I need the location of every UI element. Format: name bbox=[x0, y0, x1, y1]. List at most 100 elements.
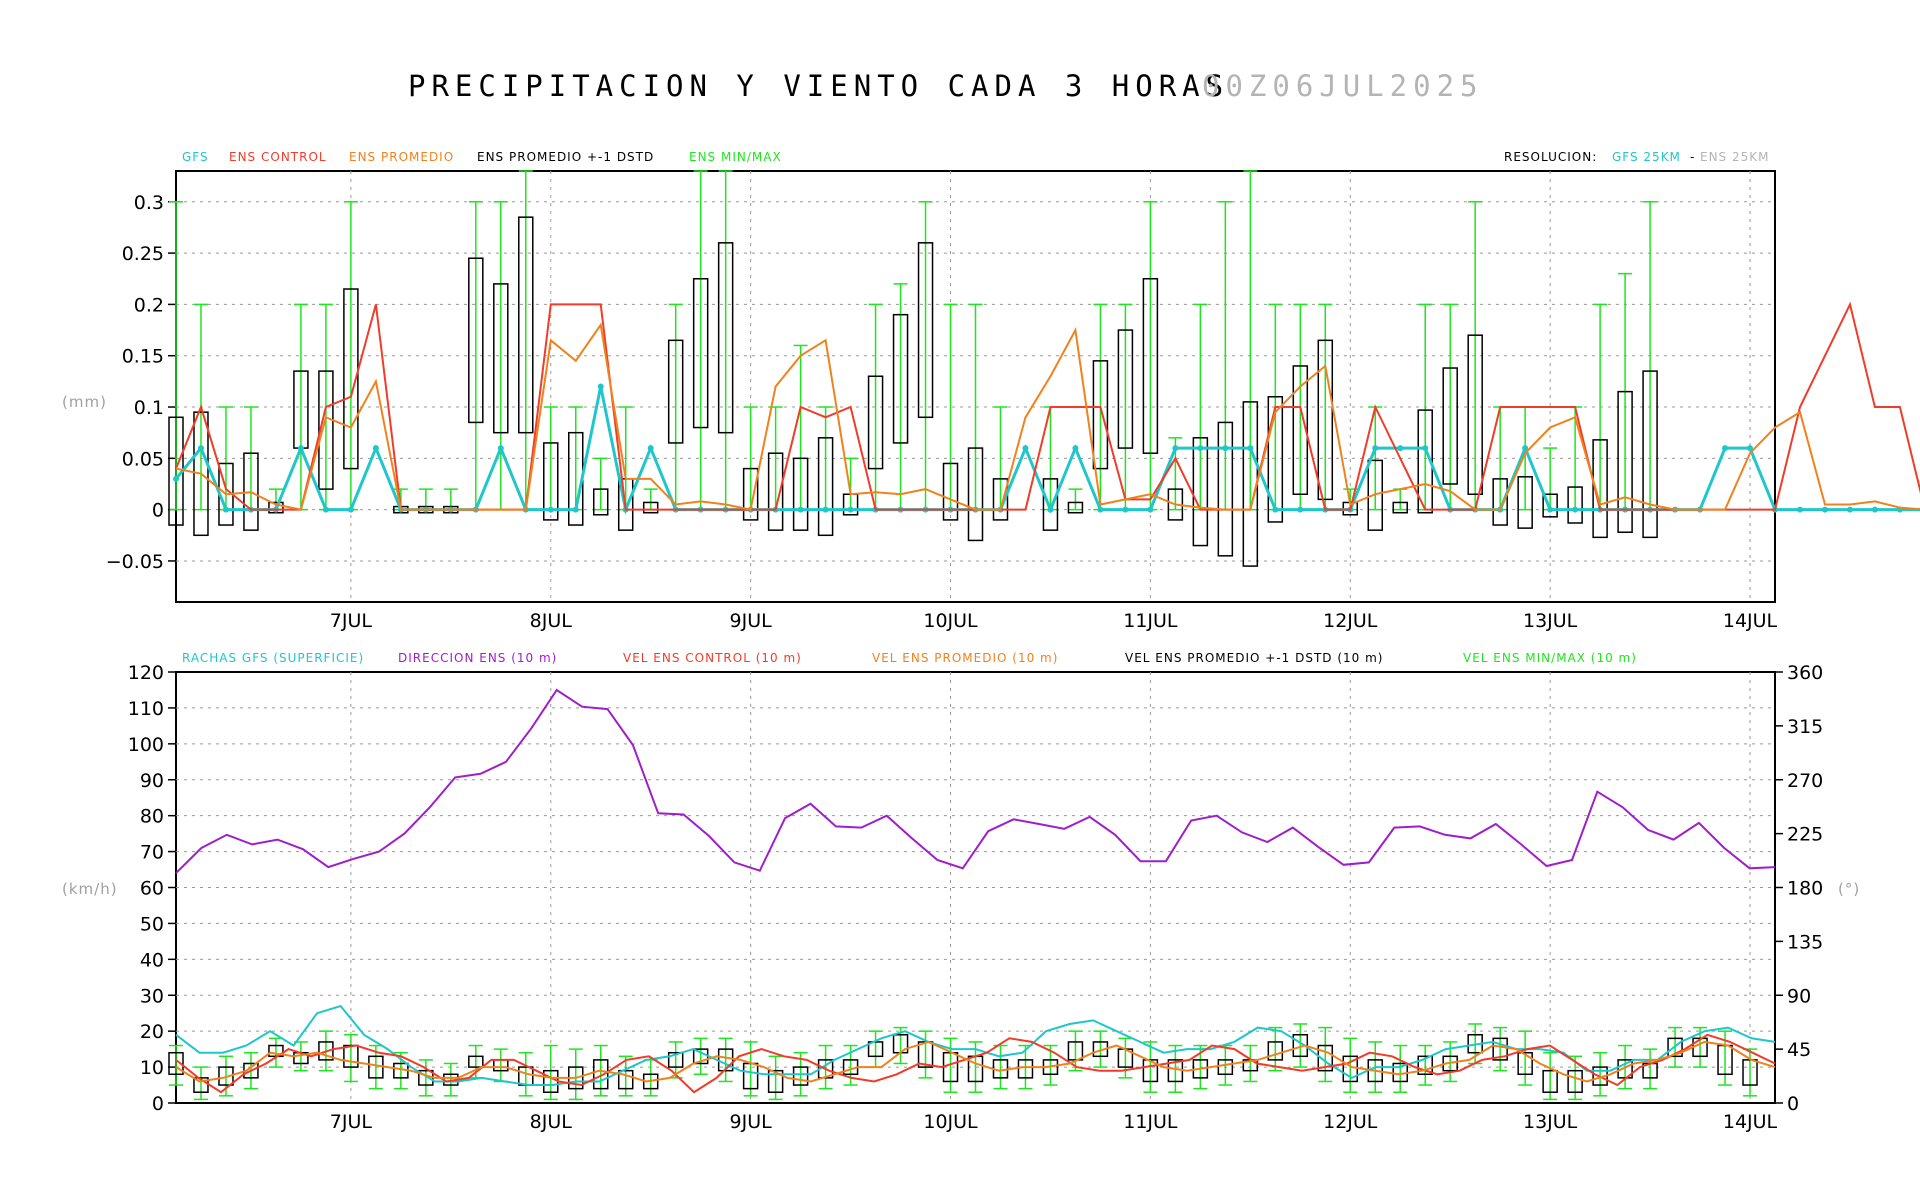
wind-std-box bbox=[1567, 1069, 1583, 1093]
wind-y-tick-label: 30 bbox=[140, 985, 164, 1007]
precip-x-tick-label: 11JUL bbox=[1123, 610, 1178, 632]
precip-gfs-point bbox=[372, 445, 379, 452]
precip-gfs-point bbox=[1097, 506, 1104, 513]
precip-std-box bbox=[792, 457, 809, 531]
precip-std-box bbox=[318, 370, 334, 490]
precip-std-box bbox=[1042, 478, 1059, 531]
precip-std-box bbox=[1117, 329, 1134, 449]
precip-std-box bbox=[1467, 334, 1483, 496]
precip-y-tick-label: 0.3 bbox=[134, 192, 164, 214]
precip-gfs-point bbox=[1846, 506, 1853, 513]
precip-y-tick-label: 0.2 bbox=[134, 294, 164, 316]
precip-gfs-point bbox=[822, 506, 829, 513]
precip-std-box bbox=[1617, 390, 1633, 533]
precip-unit-label: (mm) bbox=[62, 393, 107, 411]
precip-gfs-point bbox=[847, 506, 854, 513]
precip-std-box bbox=[817, 437, 834, 537]
legend-ens-res: ENS 25KM bbox=[1700, 150, 1769, 164]
precip-y-tick-label: 0.25 bbox=[122, 243, 164, 265]
precip-std-box bbox=[193, 411, 209, 537]
wind-panel: 7JUL 8JUL 9JUL 10JUL 11JUL 12JUL 13JUL 14JUL 120… bbox=[128, 662, 1824, 1133]
direction-y-tick-label: 90 bbox=[1787, 985, 1811, 1007]
wind-x-tick-label: 8JUL bbox=[530, 1111, 573, 1133]
precip-gfs-point bbox=[1172, 445, 1179, 452]
precip-std-box bbox=[1642, 370, 1658, 539]
precip-std-box bbox=[992, 478, 1009, 521]
precip-std-box bbox=[518, 216, 534, 434]
precip-y-tick-label: 0.05 bbox=[122, 448, 164, 470]
precip-series-promedio bbox=[175, 322, 1920, 511]
wind-y-tick-label: 80 bbox=[140, 806, 164, 828]
precip-std-box bbox=[767, 452, 784, 531]
wind-x-tick-label: 10JUL bbox=[923, 1111, 978, 1133]
precip-y-tick-label: 0.15 bbox=[122, 346, 164, 368]
wind-x-tick-label: 11JUL bbox=[1123, 1111, 1178, 1133]
wind-std-box bbox=[1142, 1059, 1159, 1083]
precip-gfs-point bbox=[1222, 445, 1229, 452]
wind-std-box bbox=[617, 1069, 634, 1090]
legend-control: ENS CONTROL bbox=[229, 150, 327, 164]
legend-vel-std: VEL ENS PROMEDIO +-1 DSTD (10 m) bbox=[1125, 651, 1384, 665]
precip-x-tick-label: 8JUL bbox=[530, 610, 573, 632]
precip-gfs-point bbox=[1871, 506, 1878, 513]
precip-y-tick-label: 0.1 bbox=[134, 397, 164, 419]
wind-std-box bbox=[468, 1055, 484, 1068]
direction-y-tick-label: 270 bbox=[1787, 770, 1823, 792]
precip-std-box bbox=[1442, 367, 1458, 485]
wind-std-box bbox=[1417, 1055, 1433, 1076]
precip-gfs-point bbox=[1397, 445, 1404, 452]
precip-gfs-point bbox=[497, 445, 504, 452]
wind-y-tick-label: 100 bbox=[128, 734, 164, 756]
precip-std-box bbox=[667, 339, 684, 444]
precip-gfs-point bbox=[1297, 506, 1304, 513]
wind-x-tick-label: 9JUL bbox=[730, 1111, 773, 1133]
precip-gfs-point bbox=[1747, 445, 1754, 452]
wind-std-box bbox=[1017, 1059, 1034, 1079]
wind-std-box bbox=[667, 1051, 684, 1068]
wind-std-box bbox=[1517, 1051, 1533, 1076]
precip-std-box bbox=[642, 501, 659, 514]
precip-std-box bbox=[343, 288, 359, 470]
precip-y-tick-label: −0.05 bbox=[106, 551, 164, 573]
precip-gfs-point bbox=[1022, 445, 1029, 452]
precip-gfs-point bbox=[1821, 506, 1828, 513]
wind-unit-label: (km/h) bbox=[62, 880, 118, 898]
legend-resolucion: RESOLUCION: bbox=[1504, 150, 1597, 164]
wind-std-box bbox=[1317, 1044, 1334, 1072]
wind-x-tick-label: 12JUL bbox=[1323, 1111, 1378, 1133]
precip-std-box bbox=[1217, 421, 1234, 557]
direction-y-tick-label: 0 bbox=[1787, 1093, 1799, 1115]
precip-std-box bbox=[892, 313, 909, 444]
wind-y-tick-label: 20 bbox=[140, 1021, 164, 1043]
precip-gfs-point bbox=[572, 506, 579, 513]
precip-std-box bbox=[1392, 501, 1408, 514]
legend-minmax: ENS MIN/MAX bbox=[689, 150, 782, 164]
legend-vel-minmax: VEL ENS MIN/MAX (10 m) bbox=[1463, 651, 1637, 665]
wind-x-tick-label: 7JUL bbox=[330, 1111, 373, 1133]
precip-std-box bbox=[1067, 501, 1084, 514]
legend-direccion: DIRECCION ENS (10 m) bbox=[398, 651, 557, 665]
direction-unit-label: (°) bbox=[1838, 880, 1860, 898]
precip-std-box bbox=[917, 242, 934, 419]
direction-y-tick-label: 180 bbox=[1787, 878, 1823, 900]
precip-std-box bbox=[1292, 365, 1309, 495]
precip-std-box bbox=[1567, 486, 1583, 524]
wind-series-promedio bbox=[175, 1040, 1776, 1083]
precip-std-box bbox=[1317, 339, 1334, 501]
wind-std-box bbox=[218, 1066, 234, 1086]
precip-gfs-point bbox=[797, 506, 804, 513]
precip-gfs-point bbox=[547, 506, 554, 513]
wind-y-tick-label: 10 bbox=[140, 1057, 164, 1079]
legend-gfs-res: GFS 25KM bbox=[1612, 150, 1681, 164]
legend-vel-control: VEL ENS CONTROL (10 m) bbox=[623, 651, 802, 665]
precip-std-box bbox=[243, 452, 259, 531]
wind-std-box bbox=[168, 1051, 184, 1076]
wind-std-box bbox=[1217, 1059, 1234, 1076]
precip-gfs-point bbox=[1522, 445, 1529, 452]
wind-series-direccion bbox=[175, 688, 1776, 874]
precip-std-box bbox=[692, 278, 709, 429]
direction-y-tick-label: 135 bbox=[1787, 931, 1823, 953]
precip-std-box bbox=[1517, 476, 1533, 529]
precip-y-tick-label: 0 bbox=[152, 500, 164, 522]
wind-y-tick-label: 40 bbox=[140, 949, 164, 971]
